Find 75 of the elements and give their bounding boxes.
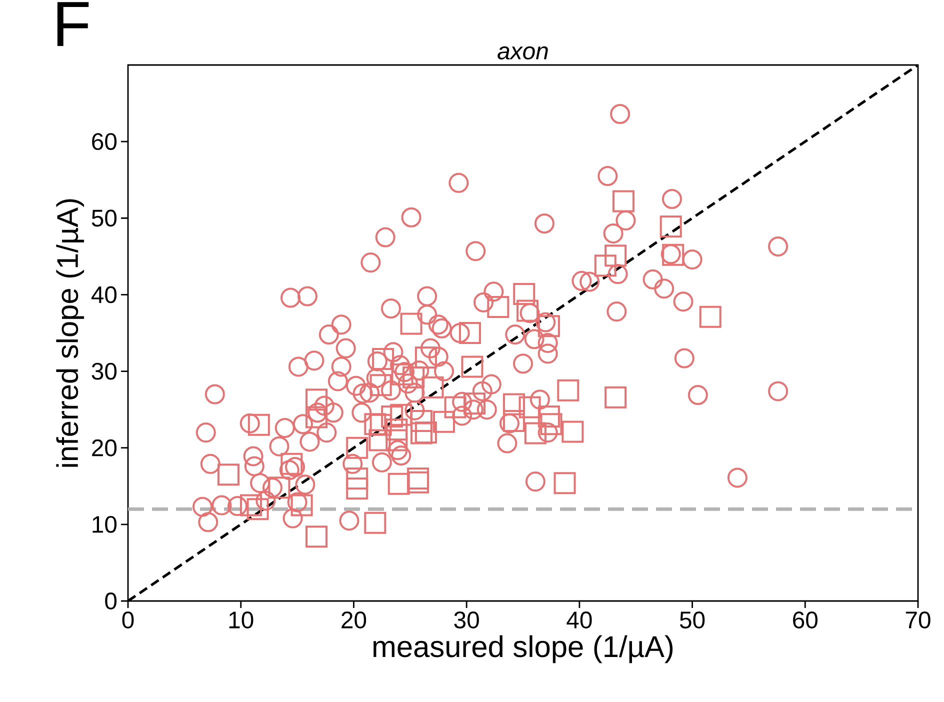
- point: [217, 464, 240, 486]
- point: [346, 477, 368, 500]
- point: [388, 472, 410, 495]
- x-tick-label: 0: [122, 612, 134, 628]
- point: [604, 244, 627, 267]
- point: [554, 472, 576, 494]
- point: [699, 306, 722, 328]
- point: [524, 422, 546, 444]
- y-tick-label: 30: [92, 362, 117, 380]
- point: [538, 315, 560, 338]
- y-tick-label: 60: [92, 133, 117, 150]
- x-tick-label: 20: [342, 612, 366, 628]
- point: [414, 422, 437, 444]
- x-axis-title: measured slope (1/µA): [374, 635, 673, 664]
- point: [240, 494, 262, 516]
- point: [246, 498, 269, 520]
- point: [433, 410, 456, 433]
- text: F: [57, 2, 89, 46]
- point: [410, 422, 432, 444]
- point: [305, 406, 328, 428]
- point: [381, 405, 404, 428]
- point: [502, 410, 525, 432]
- point: [444, 396, 466, 418]
- chart-title: axon: [498, 46, 548, 60]
- y-tick-label: 40: [91, 286, 117, 304]
- x-tick-label: 60: [793, 612, 818, 628]
- point: [400, 312, 422, 335]
- point: [414, 346, 437, 368]
- point: [463, 392, 486, 414]
- point: [502, 393, 525, 416]
- point: [422, 376, 444, 398]
- point: [268, 476, 290, 499]
- point: [557, 379, 580, 402]
- point: [407, 471, 430, 494]
- point: [372, 348, 394, 370]
- y-tick-label: 10: [92, 516, 117, 533]
- point: [368, 429, 391, 452]
- point: [407, 467, 430, 490]
- point: [364, 512, 386, 534]
- point: [410, 410, 432, 432]
- point: [461, 356, 484, 378]
- point: [604, 386, 627, 408]
- point: [386, 418, 408, 440]
- x-tick-label: 10: [229, 612, 254, 628]
- point: [305, 526, 328, 548]
- point: [346, 467, 368, 490]
- point: [346, 436, 368, 459]
- point: [305, 388, 328, 411]
- point: [390, 404, 412, 426]
- point: [516, 300, 539, 322]
- point: [386, 429, 408, 452]
- y-tick-label: 50: [92, 210, 117, 227]
- point: [562, 420, 584, 443]
- point: [513, 282, 536, 305]
- y-tick-label: 20: [92, 439, 117, 456]
- x-tick-label: 30: [454, 612, 479, 628]
- y-tick-label: 0: [105, 592, 117, 610]
- point: [662, 244, 684, 266]
- point: [538, 405, 560, 428]
- point: [290, 494, 313, 516]
- x-tick-label: 50: [680, 612, 705, 628]
- point: [248, 414, 270, 436]
- point: [518, 396, 541, 418]
- point: [612, 190, 634, 212]
- point: [487, 296, 510, 318]
- point: [540, 413, 562, 436]
- x-tick-label: 40: [566, 612, 592, 628]
- point: [402, 366, 425, 388]
- point: [364, 413, 386, 436]
- point: [280, 452, 303, 475]
- y-axis-title: inferred slope (1/µA): [56, 199, 84, 467]
- point: [594, 254, 616, 277]
- x-tick-label: 70: [906, 612, 930, 628]
- point: [458, 322, 481, 344]
- point: [660, 216, 682, 238]
